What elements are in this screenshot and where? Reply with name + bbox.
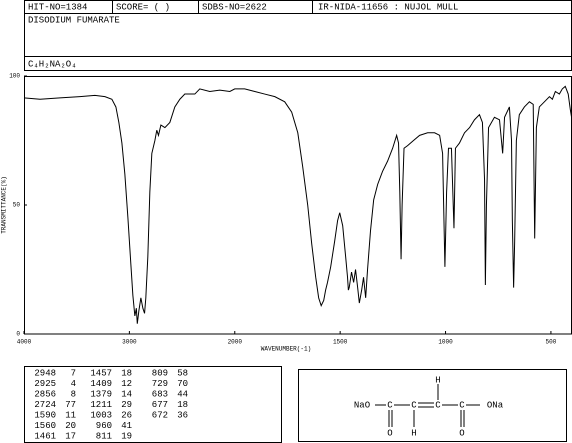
peak-wavenumber: 1379 [90, 389, 112, 399]
x-tick-label: 2000 [228, 339, 243, 346]
peak-wavenumber: 2724 [34, 400, 56, 410]
header-field: SDBS-NO=2622 [202, 2, 267, 12]
peak-transmittance: 36 [177, 410, 188, 420]
peak-transmittance: 20 [65, 421, 76, 431]
peak-wavenumber: 1560 [34, 421, 56, 431]
atom-label: NaO [354, 400, 370, 410]
peak-transmittance: 77 [65, 400, 76, 410]
atom-label: C [411, 400, 417, 410]
compound-name: DISODIUM FUMARATE [28, 15, 120, 25]
header-box [24, 0, 572, 71]
peak-transmittance: 4 [71, 379, 76, 389]
structure-box [298, 369, 567, 442]
atom-label: C [459, 400, 465, 410]
y-tick-label: 100 [9, 73, 20, 80]
peak-transmittance: 58 [177, 368, 188, 378]
atom-label: O [387, 428, 392, 438]
atom-label: H [411, 428, 416, 438]
atom-label: C [435, 400, 441, 410]
peak-transmittance: 14 [121, 389, 132, 399]
peak-wavenumber: 811 [96, 431, 112, 441]
peak-wavenumber: 677 [152, 400, 168, 410]
peak-transmittance: 11 [65, 410, 76, 420]
x-tick-label: 4000 [17, 339, 32, 346]
header-field: IR-NIDA-11656 : NUJOL MULL [318, 2, 458, 12]
formula: C₄H₂NA₂O₄ [28, 59, 77, 69]
peak-transmittance: 18 [121, 368, 132, 378]
y-axis-label: TRANSMITTANCE(%) [1, 176, 8, 234]
plot-frame [24, 76, 572, 335]
peak-transmittance: 19 [121, 431, 132, 441]
peak-transmittance: 7 [71, 368, 76, 378]
y-tick-label: 50 [13, 202, 21, 209]
peak-wavenumber: 1003 [90, 410, 112, 420]
peak-wavenumber: 2856 [34, 389, 56, 399]
peak-transmittance: 8 [71, 389, 76, 399]
atom-label: ONa [487, 400, 504, 410]
header-field: HIT-NO=1384 [28, 2, 87, 12]
peak-transmittance: 12 [121, 379, 132, 389]
atom-label: C [387, 400, 393, 410]
peak-transmittance: 29 [121, 400, 132, 410]
peak-wavenumber: 2948 [34, 368, 56, 378]
peak-transmittance: 44 [177, 389, 188, 399]
peak-wavenumber: 672 [152, 410, 168, 420]
peak-wavenumber: 729 [152, 379, 168, 389]
spectrum-line [23, 85, 572, 324]
x-tick-label: 1500 [333, 339, 348, 346]
peak-wavenumber: 2925 [34, 379, 56, 389]
x-tick-label: 3000 [122, 339, 137, 346]
peak-transmittance: 18 [177, 400, 188, 410]
x-axis-label: WAVENUMBER(-1) [261, 346, 311, 353]
peak-wavenumber: 1457 [90, 368, 112, 378]
peak-transmittance: 26 [121, 410, 132, 420]
peak-wavenumber: 683 [152, 389, 168, 399]
atom-label: H [435, 375, 440, 385]
peak-transmittance: 70 [177, 379, 188, 389]
peak-wavenumber: 1211 [90, 400, 112, 410]
header-field: SCORE= ( ) [116, 2, 170, 12]
peak-wavenumber: 809 [152, 368, 168, 378]
x-tick-label: 500 [546, 339, 557, 346]
y-tick-label: 0 [16, 331, 20, 338]
peak-wavenumber: 1590 [34, 410, 56, 420]
peak-wavenumber: 1409 [90, 379, 112, 389]
peak-transmittance: 41 [121, 421, 132, 431]
bonds [375, 384, 480, 427]
peak-wavenumber: 1461 [34, 431, 56, 441]
peak-wavenumber: 960 [96, 421, 112, 431]
peak-transmittance: 17 [65, 431, 76, 441]
atom-label: O [459, 428, 464, 438]
x-tick-label: 1000 [438, 339, 453, 346]
